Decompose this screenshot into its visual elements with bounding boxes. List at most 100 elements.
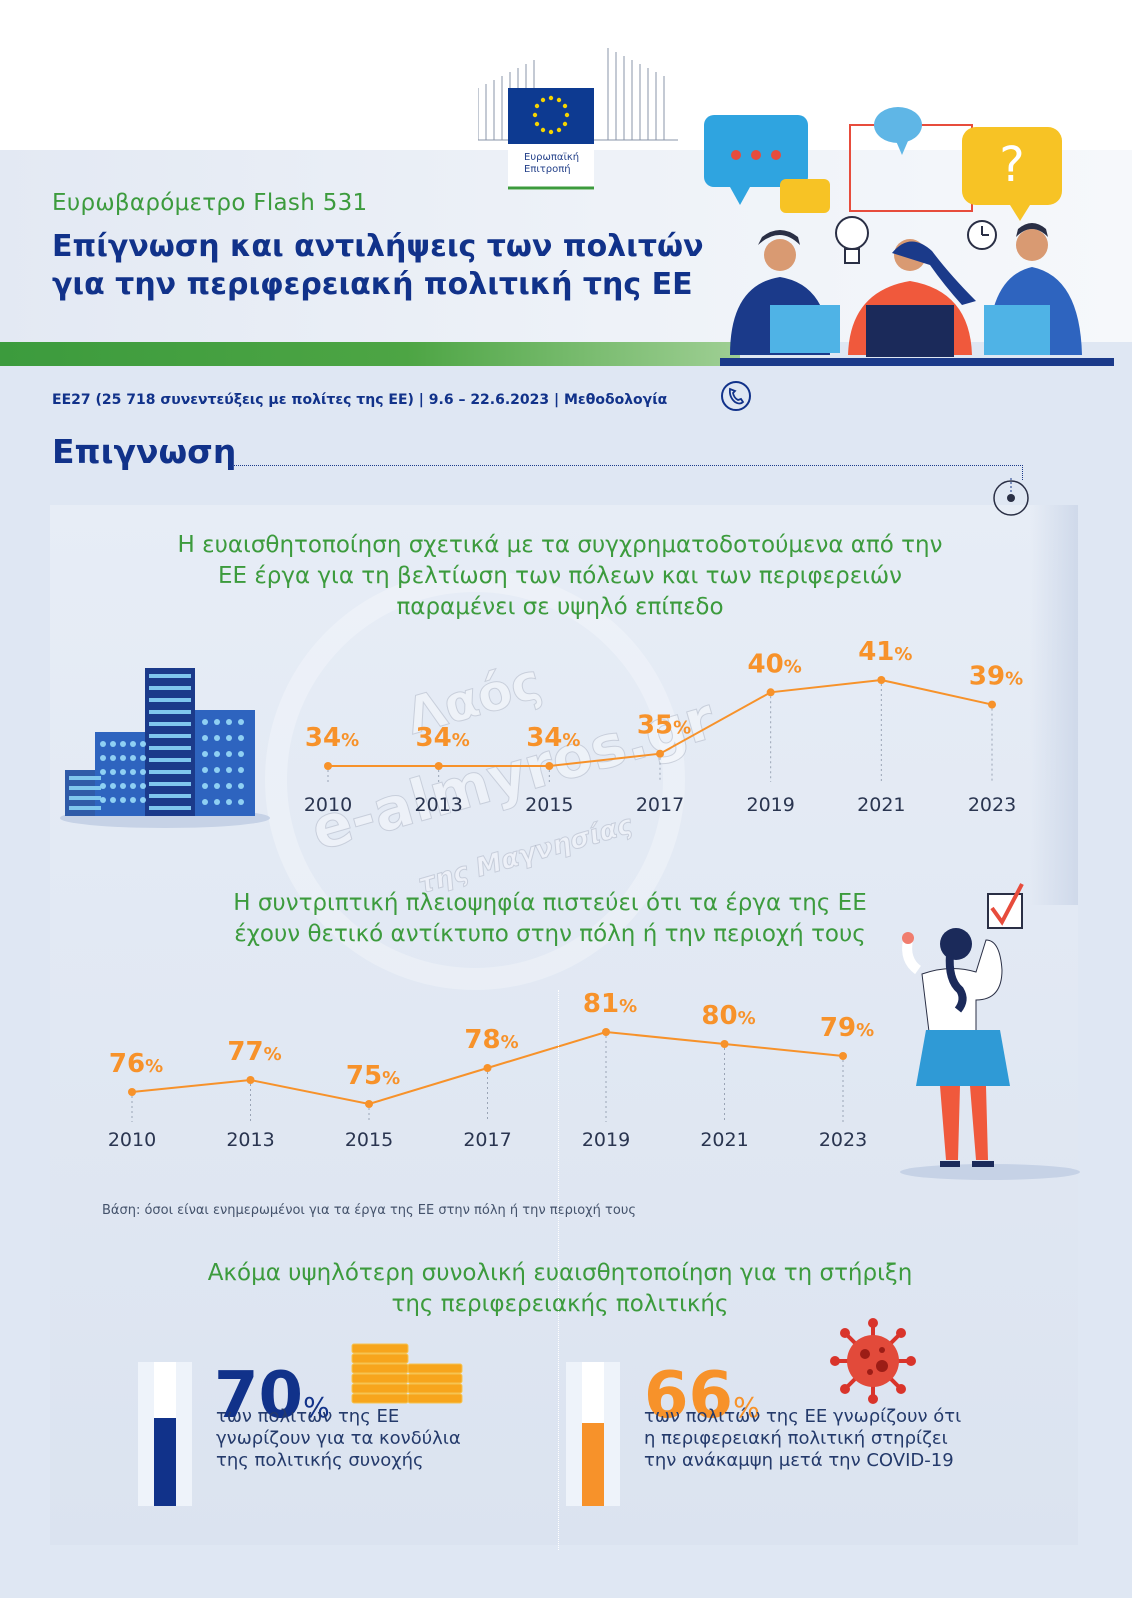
phone-icon[interactable] — [720, 380, 752, 412]
chart2-data-label: 80% — [701, 1001, 755, 1031]
section-title: Επιγνωση — [52, 432, 237, 471]
page-title-line2: για την περιφερειακή πολιτική της ΕΕ — [52, 267, 693, 302]
coins-icon — [351, 1343, 463, 1404]
chart1-point — [877, 676, 886, 684]
chart1-data-label: 34% — [416, 723, 470, 753]
chart2-point — [839, 1052, 847, 1060]
chart2-point — [602, 1028, 610, 1036]
chart1-point — [324, 762, 332, 770]
chart2-data-label: 81% — [583, 989, 637, 1019]
stat2-value: 66% — [644, 1364, 760, 1440]
chart1-tick-label: 2021 — [857, 794, 905, 816]
base-note: Βάση: όσοι είναι ενημερωμένοι για τα έργ… — [102, 1203, 636, 1218]
stat2-bar-fill — [582, 1423, 604, 1506]
chart1-data-label-unit: % — [562, 730, 580, 751]
chart2-tick-label: 2019 — [582, 1129, 630, 1151]
chart2-tick-label: 2017 — [463, 1129, 511, 1151]
chart2-data-label-unit: % — [856, 1020, 874, 1041]
checkbox-icon — [987, 883, 1024, 929]
section-divider — [232, 465, 1023, 480]
chart2-data-label: 76% — [109, 1049, 163, 1079]
chart2-data-label-unit: % — [619, 996, 637, 1017]
chart2-heading-line2: έχουν θετικό αντίκτυπο στην πόλη ή την π… — [234, 921, 866, 947]
chart1-heading-line1: Η ευαισθητοποίηση σχετικά με τα συγχρημα… — [177, 532, 943, 558]
chart1-data-label: 39% — [969, 662, 1023, 692]
chart2-tick-label: 2013 — [226, 1129, 274, 1151]
chart1-tick-label: 2010 — [304, 794, 352, 816]
people-illustration: ? — [704, 107, 1082, 357]
buildings-icon — [60, 668, 270, 828]
logo-text: Ευρωπαϊκή Επιτροπή — [524, 152, 579, 176]
stat2-desc-line1: των πολιτών της ΕΕ γνωρίζουν ότι — [644, 1406, 962, 1427]
stat2-description: των πολιτών της ΕΕ γνωρίζουν ότι η περιφ… — [644, 1406, 961, 1472]
chart2-data-label-unit: % — [264, 1044, 282, 1065]
virus-icon — [830, 1318, 916, 1404]
chart1-data-label-unit: % — [673, 718, 691, 739]
stat2-desc-line2: η περιφερειακή πολιτική στηρίζει — [644, 1428, 948, 1449]
chart1-point — [656, 749, 664, 758]
chart1-data-label: 34% — [305, 723, 359, 753]
eu-commission-logo — [478, 48, 678, 190]
chart2-point — [128, 1088, 136, 1096]
panel-shade — [1030, 505, 1078, 905]
svg-text:?: ? — [999, 137, 1024, 193]
chart2-data-label: 79% — [820, 1013, 874, 1043]
small-bubble-icon — [874, 107, 922, 155]
target-icon — [993, 478, 1029, 516]
chart2-point — [720, 1040, 729, 1048]
chart2-data-label-unit: % — [501, 1032, 519, 1053]
clock-icon — [967, 220, 997, 250]
chart2-tick-label: 2023 — [819, 1129, 867, 1151]
chart1-data-label-unit: % — [1005, 669, 1023, 690]
header-accent-bar — [0, 342, 740, 366]
chart1-tick-label: 2017 — [636, 794, 684, 816]
chart2-data-label-unit: % — [145, 1056, 163, 1077]
content-panel — [50, 505, 1078, 1545]
chart2-point — [365, 1100, 373, 1108]
survey-meta: ΕΕ27 (25 718 συνεντεύξεις με πολίτες της… — [52, 392, 668, 408]
chart1-tick-label: 2013 — [414, 794, 462, 816]
chart1-point — [766, 688, 775, 697]
chart1-data-label-unit: % — [452, 730, 470, 751]
chart2-point — [483, 1064, 492, 1072]
chart2-heading: Η συντριπτική πλειοψηφία πιστεύει ότι τα… — [150, 888, 950, 950]
stat1-number: 70 — [214, 1359, 304, 1433]
chart1-tick-label: 2015 — [525, 794, 573, 816]
stat2-bar — [566, 1362, 620, 1506]
chart1-point — [434, 762, 443, 770]
chart1-tick-label: 2023 — [968, 794, 1016, 816]
lightbulb-icon — [835, 216, 869, 264]
chart2-tick-label: 2010 — [108, 1129, 156, 1151]
chart2-tick-label: 2021 — [700, 1129, 748, 1151]
chart1-heading-line3: παραμένει σε υψηλό επίπεδο — [396, 594, 724, 620]
chart2-heading-line1: Η συντριπτική πλειοψηφία πιστεύει ότι τα… — [233, 890, 867, 916]
chart1-heading: Η ευαισθητοποίηση σχετικά με τα συγχρημα… — [100, 530, 1020, 623]
chart1-data-label-unit: % — [784, 656, 802, 677]
woman-voting-illustration — [900, 883, 1080, 1180]
speech-bubble-icon — [704, 115, 830, 213]
chart2-data-label: 75% — [346, 1061, 400, 1091]
chart2-point — [246, 1076, 255, 1084]
stat1-desc-line1: των πολιτών της ΕΕ — [216, 1406, 400, 1427]
header-navy-bar — [720, 358, 1114, 366]
stat1-bar-fill — [154, 1418, 176, 1506]
stat1-description: των πολιτών της ΕΕ γνωρίζουν για τα κονδ… — [216, 1406, 461, 1472]
chart2-data-label: 77% — [227, 1037, 281, 1067]
summary-heading: Ακόμα υψηλότερη συνολική ευαισθητοποίηση… — [100, 1258, 1020, 1320]
chart1-point — [988, 700, 996, 709]
chart1-data-label: 41% — [858, 637, 912, 667]
report-subtitle: Ευρωβαρόμετρο Flash 531 — [52, 190, 368, 216]
stat1-bar — [138, 1362, 192, 1506]
page-title: Επίγνωση και αντιλήψεις των πολιτών για … — [52, 228, 704, 304]
chart2-data-label-unit: % — [738, 1008, 756, 1029]
page-title-line1: Επίγνωση και αντιλήψεις των πολιτών — [52, 229, 704, 264]
person-center — [848, 239, 976, 357]
person-right — [984, 223, 1082, 355]
chart2-data-label-unit: % — [382, 1068, 400, 1089]
chart1-point — [545, 762, 554, 770]
chart1-data-label: 40% — [748, 649, 802, 679]
stat2-desc-line3: την ανάκαμψη μετά την COVID-19 — [644, 1450, 954, 1471]
chart1-heading-line2: ΕΕ έργα για τη βελτίωση των πόλεων και τ… — [217, 563, 903, 589]
stat1-pct: % — [303, 1391, 330, 1424]
stat1-desc-line2: γνωρίζουν για τα κονδύλια — [216, 1428, 461, 1449]
